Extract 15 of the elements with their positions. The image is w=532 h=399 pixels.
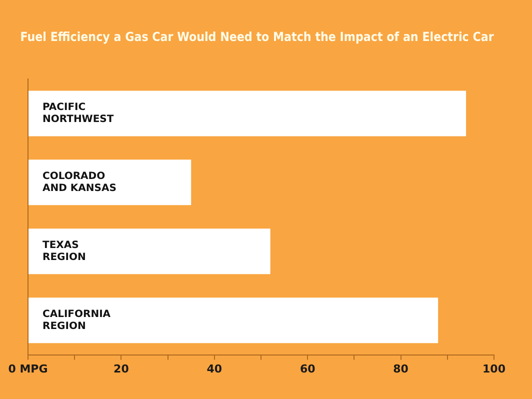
x-tick-label: 80 (393, 362, 409, 376)
bar (28, 298, 438, 344)
x-tick-label: 20 (114, 362, 130, 376)
x-tick-label: 100 (482, 362, 506, 376)
y-tick-label: TEXAS REGION (42, 240, 86, 263)
x-tick-label: 0 MPG (8, 362, 48, 376)
bar (28, 228, 270, 274)
bar (28, 90, 466, 136)
x-tick-label: 40 (206, 362, 222, 376)
chart-title: Fuel Efficiency a Gas Car Would Need to Match the Impact of an Electric Car (20, 29, 494, 44)
y-tick-label: PACIFIC NORTHWEST (42, 102, 114, 126)
y-tick-label: COLORADO AND KANSAS (42, 171, 116, 194)
y-tick-label: CALIFORNIA REGION (42, 308, 111, 332)
bar (28, 160, 192, 206)
x-tick-label: 60 (300, 362, 316, 376)
